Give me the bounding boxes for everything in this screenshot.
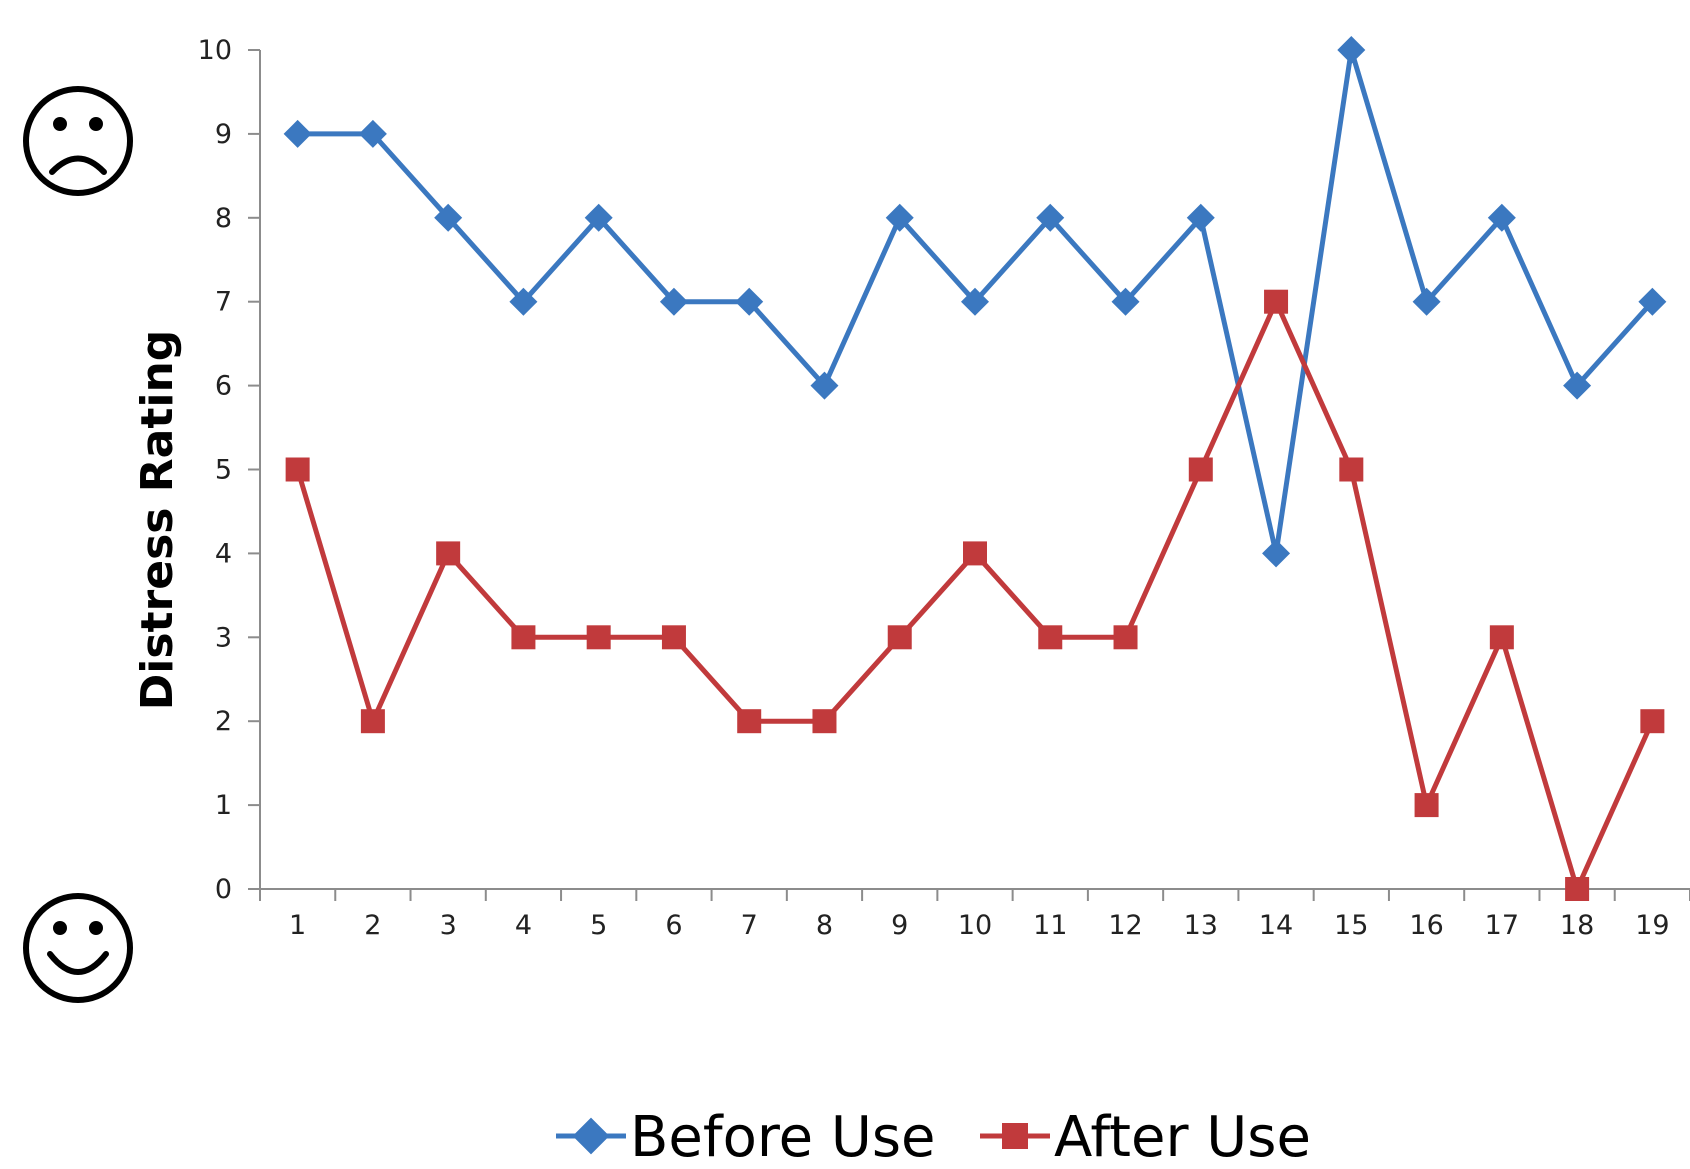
data-point [586, 625, 611, 650]
data-point [961, 287, 989, 316]
data-point [1565, 877, 1590, 901]
data-point [509, 287, 538, 316]
data-point [810, 371, 839, 400]
data-point [1038, 625, 1063, 650]
data-point [434, 203, 463, 232]
x-tick-label: 10 [958, 910, 992, 941]
data-point [360, 709, 385, 734]
legend-item-after-use: After Use [980, 1105, 1311, 1169]
x-tick-label: 18 [1560, 910, 1594, 941]
data-point [1414, 793, 1439, 818]
data-point [358, 119, 387, 148]
data-point [737, 709, 762, 734]
y-tick-label: 4 [215, 538, 232, 569]
y-tick-label: 2 [215, 706, 232, 737]
y-tick-label: 5 [215, 455, 232, 486]
data-point [1412, 287, 1441, 316]
y-axis: 0 1 2 3 4 5 6 7 8 9 10 [198, 35, 261, 905]
x-tick-label: 1 [289, 910, 306, 941]
x-tick-label: 14 [1259, 910, 1293, 941]
x-tick-label: 7 [741, 910, 758, 941]
legend: Before Use After Use [556, 1105, 1311, 1169]
y-tick-label: 6 [215, 371, 232, 402]
x-tick-label: 12 [1108, 910, 1142, 941]
data-point [1036, 203, 1065, 232]
x-tick-label: 17 [1485, 910, 1519, 941]
y-tick-label: 8 [215, 203, 232, 234]
x-tick-label: 11 [1033, 910, 1067, 941]
series-before-use [283, 36, 1667, 568]
series-line [295, 299, 1655, 892]
data-point [812, 709, 837, 734]
data-point [1264, 289, 1289, 314]
x-axis: 1 2 3 4 5 6 7 8 9 10 11 12 13 14 15 16 17 18 19 [259, 888, 1690, 941]
data-point [887, 625, 912, 650]
x-tick-label: 3 [440, 910, 457, 941]
data-point [1113, 625, 1138, 650]
data-point [1262, 539, 1291, 568]
x-tick-label: 19 [1635, 910, 1669, 941]
x-tick-label: 16 [1409, 910, 1443, 941]
x-tick-label: 13 [1184, 910, 1218, 941]
data-point [735, 287, 764, 316]
data-point [285, 457, 310, 482]
data-point [659, 287, 688, 316]
smiling-face-icon [23, 893, 133, 1003]
x-tick-label: 4 [515, 910, 532, 941]
y-tick-label: 7 [215, 287, 232, 318]
series-after-use [285, 289, 1665, 901]
y-tick-label: 3 [215, 622, 232, 653]
data-point [283, 119, 312, 148]
data-point [1489, 625, 1514, 650]
data-point [1640, 709, 1665, 734]
legend-marker-diamond [572, 1117, 610, 1155]
data-point [661, 625, 686, 650]
data-point [1188, 457, 1213, 482]
frowning-face-icon [23, 86, 133, 196]
x-tick-label: 5 [590, 910, 607, 941]
x-tick-label: 6 [665, 910, 682, 941]
data-point [436, 541, 461, 566]
x-tick-label: 8 [816, 910, 833, 941]
y-tick-label: 0 [215, 874, 232, 905]
y-axis-label: Distress Rating [132, 330, 183, 711]
data-point [511, 625, 536, 650]
data-point [963, 541, 987, 566]
y-tick-label: 9 [215, 119, 232, 150]
data-point [1487, 203, 1516, 232]
x-tick-label: 15 [1334, 910, 1368, 941]
legend-item-before-use: Before Use [556, 1105, 936, 1169]
data-point [1111, 287, 1140, 316]
data-point [1563, 371, 1592, 400]
legend-marker-square [1002, 1123, 1028, 1149]
data-point [1638, 287, 1667, 316]
data-point [584, 203, 613, 232]
data-point [885, 203, 914, 232]
x-tick-label: 2 [364, 910, 381, 941]
data-point [1337, 36, 1366, 64]
y-tick-label: 1 [215, 790, 232, 821]
x-tick-label: 9 [891, 910, 908, 941]
legend-label-after-use: After Use [1054, 1105, 1311, 1169]
data-point [1339, 457, 1364, 482]
plot-area [283, 36, 1667, 901]
legend-label-before-use: Before Use [630, 1105, 936, 1169]
y-tick-label: 10 [198, 35, 232, 66]
data-point [1186, 203, 1215, 232]
